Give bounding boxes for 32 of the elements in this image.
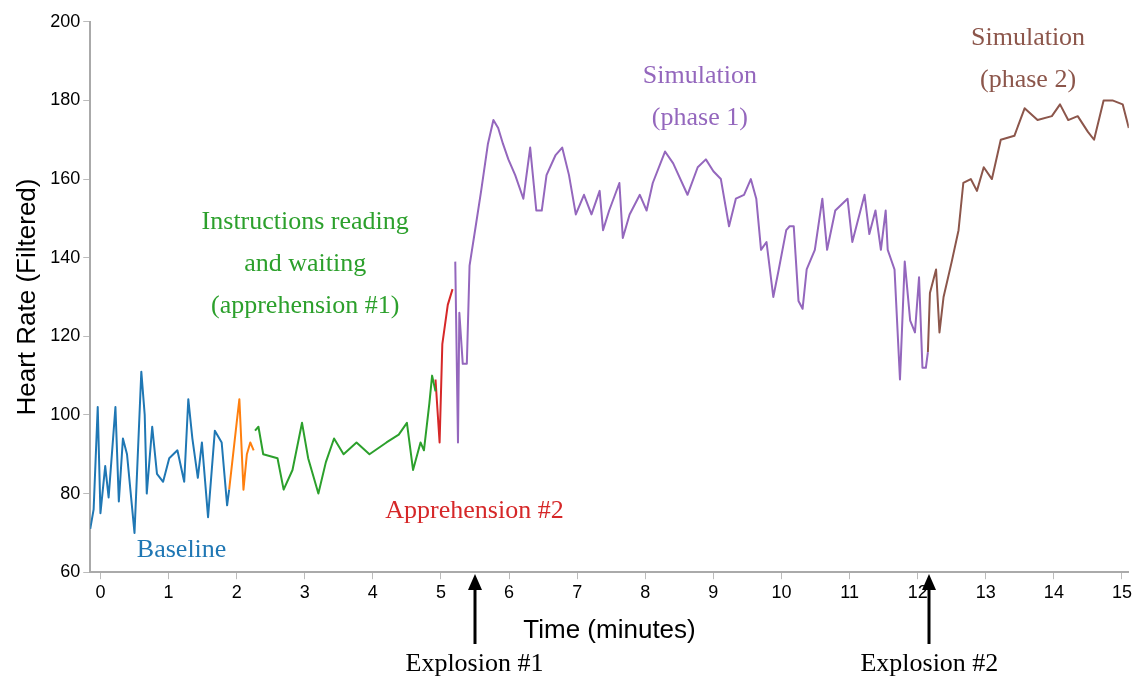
x-tick-label: 3: [299, 581, 310, 602]
text: Explosion #1: [404, 648, 545, 679]
x-tick-label: 5: [435, 581, 446, 602]
text: Apprehension #2: [385, 495, 564, 525]
y-tick-label: 140: [50, 246, 81, 267]
x-tick-label: 2: [231, 581, 242, 602]
x-tick-label: 11: [840, 581, 859, 602]
x-tick-label: 13: [975, 581, 996, 602]
y-axis-title: Heart Rate (Filtered): [10, 178, 41, 416]
x-tick-label: 4: [367, 581, 378, 602]
x-tick-label: 15: [1111, 581, 1132, 602]
x-tick-label: 0: [95, 581, 106, 602]
y-tick-label: 120: [50, 325, 81, 346]
x-tick-label: 6: [504, 581, 515, 602]
y-tick-label: 200: [50, 10, 81, 31]
series-label: Simulation (phase 2): [971, 21, 1086, 93]
x-tick-label: 8: [640, 581, 651, 602]
y-tick-label: 100: [50, 403, 81, 424]
text: Instructions reading and waiting (apprehension #1): [201, 205, 409, 319]
x-tick-label: 10: [771, 581, 792, 602]
y-tick-label: 180: [50, 89, 81, 110]
x-axis-title: Time (minutes): [523, 613, 696, 644]
y-tick-label: 160: [50, 168, 81, 189]
text: Explosion #2: [859, 648, 1000, 679]
x-tick-label: 14: [1043, 581, 1064, 602]
x-tick-label: 9: [708, 581, 719, 602]
x-tick-label: 1: [163, 581, 174, 602]
x-tick-label: 7: [572, 581, 583, 602]
series-label: Simulation (phase 1): [642, 60, 757, 132]
series-label: Baseline: [136, 534, 227, 564]
y-tick-label: 80: [60, 482, 81, 503]
y-tick-label: 60: [60, 561, 81, 582]
